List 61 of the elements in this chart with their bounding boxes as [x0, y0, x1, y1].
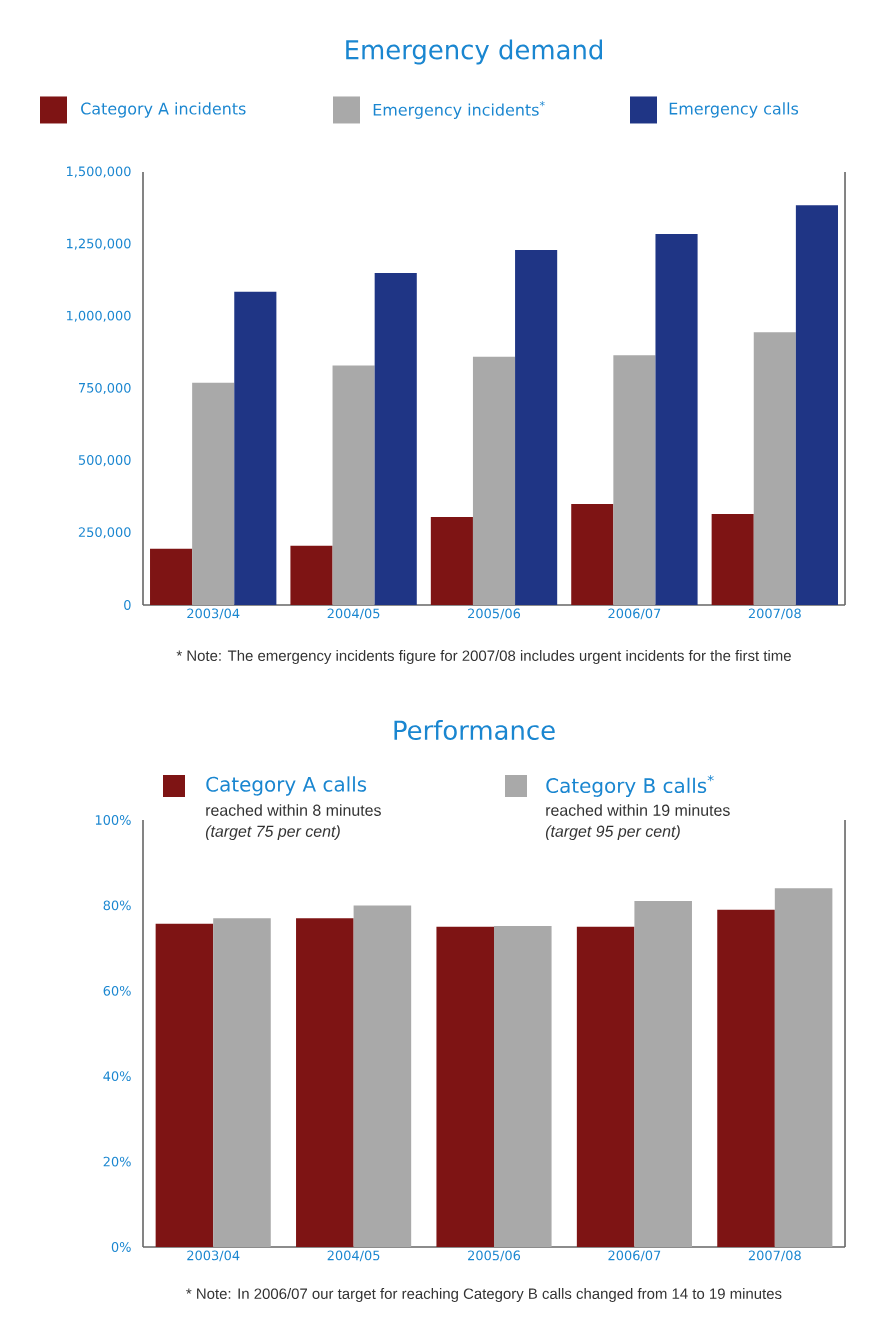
bar	[353, 905, 412, 1247]
text: reached within 8 minutes	[206, 804, 381, 816]
bar	[430, 516, 473, 605]
legend-label: Emergency calls	[669, 102, 799, 118]
y-tick-label: 100%	[95, 815, 131, 825]
annotation: (target 75 per cent)	[205, 825, 340, 841]
x-tick-label: 2005/06	[468, 608, 521, 620]
x-tick-label: 2005/06	[468, 1250, 521, 1262]
bar	[234, 291, 277, 605]
bar	[613, 355, 656, 605]
text: * Note: In 2006/07 our target for reaching Category B calls changed from 14 to 19 minutes	[186, 1288, 782, 1302]
bar	[472, 356, 516, 605]
bar	[634, 901, 692, 1247]
chart-title: Emergency demand	[346, 39, 602, 65]
x-tick-label: 2004/05	[327, 608, 380, 620]
y-tick-label: 0	[124, 600, 131, 610]
y-tick-label: 500,000	[78, 455, 131, 467]
bar	[150, 548, 193, 605]
y-tick-label: 60%	[103, 985, 131, 996]
y-tick-label: 20%	[103, 1156, 131, 1167]
bar	[655, 234, 698, 605]
y-tick-label: 1,000,000	[66, 310, 131, 322]
bar	[155, 923, 214, 1247]
bar	[717, 909, 775, 1247]
bar	[213, 918, 271, 1247]
x-tick-label: 2007/08	[748, 1250, 801, 1262]
bar	[571, 503, 614, 605]
legend-label: Category A calls	[206, 776, 367, 796]
bar	[774, 888, 833, 1247]
y-tick-label: 1,500,000	[66, 166, 131, 178]
bar	[711, 514, 754, 605]
bar	[296, 918, 354, 1247]
y-tick-label: 750,000	[78, 382, 131, 395]
y-tick-label: 80%	[103, 900, 131, 911]
legend-label: Category A incidents	[81, 102, 246, 118]
y-tick-label: 40%	[103, 1071, 131, 1082]
x-tick-label: 2003/04	[187, 608, 240, 620]
bar	[374, 273, 417, 605]
x-tick-label: 2004/05	[327, 1250, 380, 1262]
bar	[576, 926, 635, 1247]
chart-title: Performance	[394, 719, 555, 741]
bar	[515, 249, 558, 605]
bar	[436, 926, 495, 1247]
bar	[795, 205, 838, 605]
x-tick-label: 2006/07	[608, 1250, 661, 1262]
bar	[332, 365, 375, 605]
legend-label: Emergency incidents$^{*}$	[373, 101, 545, 119]
bar	[290, 545, 333, 605]
legend-label: Category B calls$^{*}$	[546, 774, 714, 797]
bar	[494, 925, 552, 1247]
y-tick-label: 250,000	[78, 527, 131, 539]
bar	[753, 332, 796, 605]
x-tick-label: 2003/04	[187, 1250, 240, 1262]
y-tick-label: 1,250,000	[66, 238, 131, 250]
bar	[192, 382, 235, 605]
annotation: (target 95 per cent)	[545, 825, 680, 841]
x-tick-label: 2007/08	[748, 608, 801, 620]
y-tick-label: 0%	[111, 1242, 131, 1252]
text: * Note: The emergency incidents figure for 2007/08 includes urgent incidents for the first time	[176, 650, 791, 664]
text: reached within 19 minutes	[546, 804, 730, 816]
x-tick-label: 2006/07	[608, 608, 661, 620]
